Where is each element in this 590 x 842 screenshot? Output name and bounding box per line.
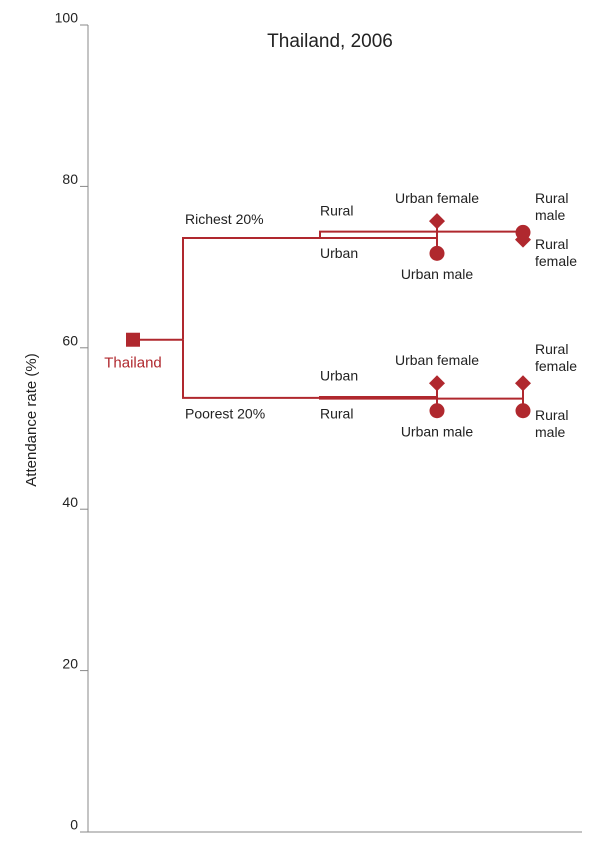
branch-label: Poorest 20% xyxy=(185,406,265,422)
sub-line xyxy=(319,396,437,399)
leaf-label: Urban female xyxy=(395,190,479,206)
leaf-marker xyxy=(515,231,531,248)
sub-label: Urban xyxy=(320,368,358,384)
sub-label: Urban xyxy=(320,245,358,261)
y-tick-label: 0 xyxy=(70,817,78,833)
leaf-label: Rural female xyxy=(535,235,578,269)
y-tick-label: 80 xyxy=(62,171,78,187)
leaf-marker xyxy=(515,403,531,419)
y-tick-label: 40 xyxy=(62,494,78,510)
leaf-label: Rural male xyxy=(535,190,569,224)
root-marker xyxy=(126,332,140,347)
leaf-marker xyxy=(429,375,445,392)
leaf-label: Urban female xyxy=(395,352,479,368)
y-tick-label: 20 xyxy=(62,655,78,671)
leaf-label: Urban male xyxy=(401,423,474,439)
leaf-marker xyxy=(515,375,531,392)
chart-title: Thailand, 2006 xyxy=(267,31,393,52)
leaf-label: Urban male xyxy=(401,266,474,282)
branch-label: Richest 20% xyxy=(185,211,264,227)
sub-line xyxy=(319,397,523,400)
leaf-marker xyxy=(429,403,445,419)
leaf-marker xyxy=(429,245,445,261)
y-axis-label: Attendance rate (%) xyxy=(23,353,40,486)
branch-line xyxy=(182,237,320,340)
leaf-marker xyxy=(429,213,445,230)
sub-label: Rural xyxy=(320,405,353,421)
sub-line xyxy=(319,230,523,239)
root-label: Thailand xyxy=(104,355,162,372)
y-tick-label: 100 xyxy=(55,10,79,26)
leaf-label: Rural male xyxy=(535,406,569,440)
branch-line xyxy=(182,339,320,399)
y-tick-label: 60 xyxy=(62,333,78,349)
sub-label: Rural xyxy=(320,202,353,218)
leaf-label: Rural female xyxy=(535,341,578,375)
